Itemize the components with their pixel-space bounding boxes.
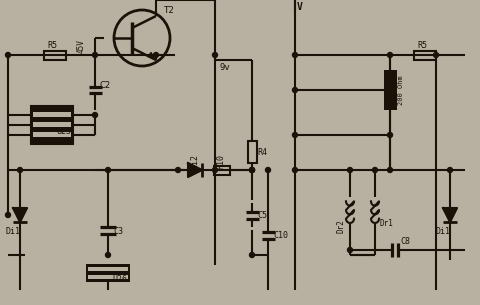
Circle shape	[176, 167, 180, 173]
Text: Dr1: Dr1	[380, 219, 394, 228]
Bar	[33, 122, 71, 127]
Text: R5: R5	[47, 41, 57, 50]
Bar	[214, 166, 230, 174]
Circle shape	[17, 167, 23, 173]
Circle shape	[292, 132, 298, 138]
Circle shape	[250, 167, 254, 173]
Bar	[86, 264, 130, 282]
Circle shape	[93, 113, 97, 117]
Circle shape	[93, 52, 97, 58]
Circle shape	[213, 52, 217, 58]
Bar	[248, 141, 256, 163]
Circle shape	[5, 213, 11, 217]
Circle shape	[106, 167, 110, 173]
Text: 45V: 45V	[77, 39, 86, 53]
Circle shape	[292, 88, 298, 92]
Circle shape	[250, 167, 254, 173]
Circle shape	[292, 52, 298, 58]
Text: C2: C2	[99, 81, 110, 90]
Text: V: V	[297, 2, 303, 12]
Polygon shape	[443, 208, 457, 222]
Circle shape	[387, 167, 393, 173]
Text: R10: R10	[216, 154, 225, 169]
Text: C8: C8	[400, 237, 410, 246]
Circle shape	[250, 167, 254, 173]
Text: Di1: Di1	[6, 227, 21, 236]
Text: C10: C10	[273, 231, 288, 240]
Circle shape	[387, 132, 393, 138]
Text: C5: C5	[257, 211, 267, 220]
Circle shape	[348, 247, 352, 253]
Text: Di2: Di2	[191, 154, 200, 169]
Bar	[33, 112, 71, 117]
Polygon shape	[188, 163, 202, 177]
Circle shape	[5, 52, 11, 58]
Polygon shape	[13, 208, 27, 222]
Text: Di1: Di1	[436, 227, 451, 236]
Circle shape	[250, 253, 254, 257]
Circle shape	[265, 167, 271, 173]
Circle shape	[348, 167, 352, 173]
Circle shape	[387, 52, 393, 58]
Bar	[33, 132, 71, 137]
Bar	[31, 106, 73, 144]
Text: C3: C3	[113, 227, 123, 236]
Bar	[88, 267, 128, 271]
Text: 9v: 9v	[220, 63, 231, 72]
Text: R5: R5	[417, 41, 427, 50]
Text: U26: U26	[112, 275, 127, 284]
Text: Dr2: Dr2	[336, 219, 345, 233]
Circle shape	[447, 167, 453, 173]
Text: U25: U25	[56, 127, 71, 136]
Circle shape	[154, 52, 158, 58]
Bar	[384, 70, 396, 110]
Circle shape	[292, 167, 298, 173]
Circle shape	[213, 167, 217, 173]
Circle shape	[372, 167, 377, 173]
Bar	[88, 275, 128, 279]
Text: R4: R4	[257, 148, 267, 157]
Circle shape	[106, 253, 110, 257]
Circle shape	[433, 52, 439, 58]
Bar	[414, 51, 436, 59]
Text: 200 Ohm: 200 Ohm	[398, 75, 404, 105]
Text: T2: T2	[164, 6, 175, 15]
Bar	[44, 51, 66, 59]
